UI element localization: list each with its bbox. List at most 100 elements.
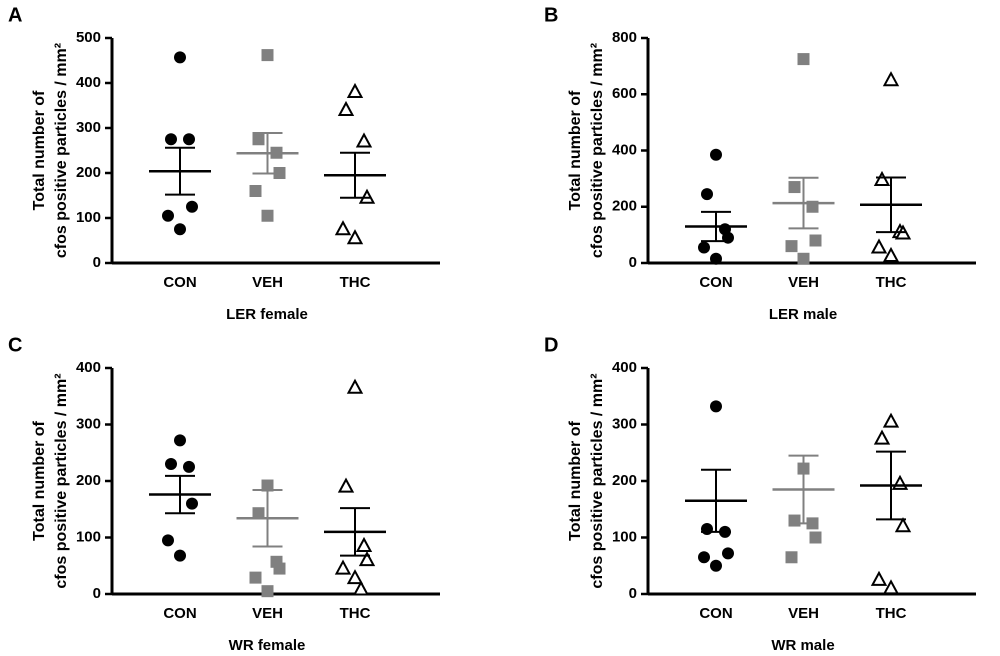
point <box>894 517 912 533</box>
point <box>710 148 722 161</box>
y-tick-label: 100 <box>76 209 101 226</box>
y-axis-label: Total number of <box>31 90 48 210</box>
y-axis-label: cfos positive particles / mm² <box>589 373 606 588</box>
x-tick-label: CON <box>699 274 732 291</box>
point <box>698 551 710 564</box>
point <box>252 507 265 520</box>
point <box>788 514 801 527</box>
y-tick-label: 0 <box>629 585 637 602</box>
point <box>701 523 713 536</box>
point <box>882 71 900 87</box>
point <box>174 223 186 236</box>
y-tick-label: 100 <box>76 528 101 545</box>
y-tick-label: 0 <box>629 254 637 271</box>
point <box>785 551 798 564</box>
y-tick-label: 500 <box>76 29 101 46</box>
y-axis-label: cfos positive particles / mm² <box>589 43 606 258</box>
y-tick-label: 0 <box>93 585 101 602</box>
point <box>174 549 186 562</box>
point <box>358 551 376 567</box>
point <box>710 559 722 572</box>
y-tick-label: 0 <box>93 254 101 271</box>
point <box>352 580 370 596</box>
point <box>788 181 801 194</box>
point <box>165 458 177 471</box>
y-tick-label: 400 <box>76 74 101 91</box>
y-tick-label: 400 <box>612 141 637 158</box>
x-axis-label: WR male <box>771 637 834 654</box>
point <box>355 536 373 552</box>
point <box>701 188 713 201</box>
point <box>809 531 822 544</box>
y-tick-label: 100 <box>612 528 637 545</box>
y-tick-label: 300 <box>76 119 101 136</box>
point <box>873 170 891 187</box>
y-tick-label: 800 <box>612 29 637 46</box>
point <box>346 82 364 98</box>
point <box>809 234 822 247</box>
point <box>183 460 195 473</box>
x-tick-label: CON <box>163 274 196 291</box>
panel-letter: A <box>8 4 22 26</box>
point <box>882 412 900 428</box>
point <box>346 229 364 245</box>
y-tick-label: 400 <box>76 359 101 376</box>
x-tick-label: THC <box>876 605 907 622</box>
y-tick-label: 300 <box>76 415 101 432</box>
point <box>249 571 262 584</box>
point <box>334 559 352 575</box>
point <box>183 133 195 146</box>
point <box>870 238 888 254</box>
y-axis-label: Total number of <box>567 420 584 540</box>
point <box>337 100 355 116</box>
point <box>337 477 355 493</box>
x-tick-label: THC <box>340 274 371 291</box>
point <box>797 252 810 265</box>
point <box>252 133 265 146</box>
y-tick-label: 600 <box>612 85 637 102</box>
point <box>710 252 722 265</box>
point <box>882 246 900 262</box>
x-tick-label: THC <box>340 605 371 622</box>
point <box>162 209 174 222</box>
x-axis-label: LER male <box>769 306 837 323</box>
panel-letter: B <box>544 4 558 26</box>
y-tick-label: 200 <box>76 164 101 181</box>
y-tick-label: 200 <box>612 472 637 489</box>
x-tick-label: THC <box>876 274 907 291</box>
y-axis-label: cfos positive particles / mm² <box>53 373 70 588</box>
point <box>261 49 274 62</box>
y-axis-label: Total number of <box>567 90 584 210</box>
x-tick-label: VEH <box>788 274 819 291</box>
y-axis-label: Total number of <box>31 420 48 540</box>
point <box>186 200 198 213</box>
y-axis-label: cfos positive particles / mm² <box>53 43 70 258</box>
x-tick-label: VEH <box>252 605 283 622</box>
x-axis-label: LER female <box>226 306 308 323</box>
point <box>165 133 177 146</box>
point <box>346 378 364 394</box>
point <box>186 497 198 510</box>
x-axis-label: WR female <box>229 637 306 654</box>
y-tick-label: 300 <box>612 415 637 432</box>
x-tick-label: CON <box>699 605 732 622</box>
x-tick-label: VEH <box>252 274 283 291</box>
point <box>261 585 274 598</box>
point <box>710 400 722 413</box>
point <box>722 547 734 560</box>
point <box>891 474 909 490</box>
point <box>785 240 798 253</box>
point <box>261 209 274 222</box>
y-tick-label: 400 <box>612 359 637 376</box>
point <box>873 429 891 445</box>
point <box>261 479 274 492</box>
x-tick-label: VEH <box>788 605 819 622</box>
point <box>355 132 373 148</box>
point <box>174 434 186 447</box>
panel-letter: D <box>544 334 558 356</box>
point <box>334 220 352 236</box>
point <box>273 562 286 575</box>
y-tick-label: 200 <box>612 198 637 215</box>
point <box>346 569 364 585</box>
